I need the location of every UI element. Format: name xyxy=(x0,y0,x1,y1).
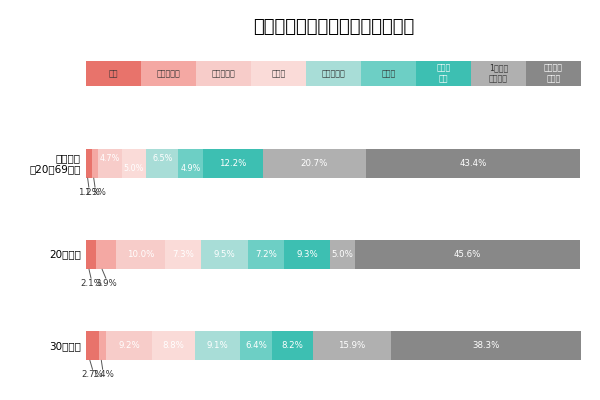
Text: したこと
はない: したこと はない xyxy=(544,64,563,83)
Text: 週１日: 週１日 xyxy=(271,69,286,78)
Text: 12.2%: 12.2% xyxy=(219,159,247,168)
Text: 8.8%: 8.8% xyxy=(163,341,184,350)
Text: 45.6%: 45.6% xyxy=(454,250,481,259)
Text: 5.0%: 5.0% xyxy=(124,164,144,173)
Text: 15.9%: 15.9% xyxy=(338,341,365,350)
Text: 30代女性: 30代女性 xyxy=(49,341,81,351)
Bar xyxy=(152,331,195,360)
Text: 1.4%: 1.4% xyxy=(92,370,113,379)
Text: 43.4%: 43.4% xyxy=(460,159,487,168)
Text: 1.3%: 1.3% xyxy=(84,188,106,197)
Text: 6.4%: 6.4% xyxy=(245,341,267,350)
Text: 7.2%: 7.2% xyxy=(255,250,277,259)
Text: 2.7%: 2.7% xyxy=(82,370,103,379)
Bar xyxy=(263,149,365,178)
Bar xyxy=(201,240,248,269)
Text: 年数回
程度: 年数回 程度 xyxy=(436,64,451,83)
Bar xyxy=(313,331,391,360)
Bar xyxy=(178,149,203,178)
Bar xyxy=(141,61,196,86)
Bar xyxy=(116,240,165,269)
Text: 月１日: 月１日 xyxy=(382,69,395,78)
Bar xyxy=(195,331,241,360)
Text: 5.0%: 5.0% xyxy=(331,250,353,259)
Text: 週２～３日: 週２～３日 xyxy=(212,69,235,78)
Bar xyxy=(248,240,284,269)
Text: 9.3%: 9.3% xyxy=(296,250,318,259)
Text: 週４～６日: 週４～６日 xyxy=(157,69,180,78)
Bar xyxy=(196,61,251,86)
Text: 4.7%: 4.7% xyxy=(100,154,120,163)
Text: 10.0%: 10.0% xyxy=(127,250,154,259)
Bar xyxy=(361,61,416,86)
Bar xyxy=(272,331,313,360)
Bar xyxy=(391,331,581,360)
Text: 3.9%: 3.9% xyxy=(95,279,117,288)
Bar xyxy=(306,61,361,86)
Bar xyxy=(122,149,146,178)
Text: 2.1%: 2.1% xyxy=(80,279,102,288)
Text: 20.7%: 20.7% xyxy=(301,159,328,168)
Bar xyxy=(330,240,355,269)
Bar xyxy=(471,61,526,86)
Bar xyxy=(526,61,581,86)
Bar xyxy=(284,240,330,269)
Bar xyxy=(99,331,106,360)
Bar xyxy=(146,149,178,178)
Bar xyxy=(241,331,272,360)
Text: 7.3%: 7.3% xyxy=(172,250,194,259)
Bar xyxy=(365,149,580,178)
Text: 4.9%: 4.9% xyxy=(181,164,201,173)
Bar xyxy=(86,61,141,86)
Text: 毎日: 毎日 xyxy=(109,69,118,78)
Bar xyxy=(416,61,471,86)
Bar xyxy=(86,149,92,178)
Bar xyxy=(98,149,122,178)
Bar xyxy=(106,331,152,360)
Text: 20代女性: 20代女性 xyxy=(49,250,81,260)
Text: 女性のマスターベーションの頻度: 女性のマスターベーションの頻度 xyxy=(253,18,414,36)
Bar xyxy=(86,331,99,360)
Text: 1.2%: 1.2% xyxy=(78,188,100,197)
Text: 9.1%: 9.1% xyxy=(207,341,229,350)
Text: 9.5%: 9.5% xyxy=(214,250,236,259)
Bar xyxy=(251,61,306,86)
Bar xyxy=(203,149,263,178)
Bar xyxy=(86,240,96,269)
Text: 月２～３日: 月２～３日 xyxy=(322,69,345,78)
Text: 1年以上
してない: 1年以上 してない xyxy=(489,64,508,83)
Bar xyxy=(92,149,98,178)
Bar xyxy=(96,240,116,269)
Bar xyxy=(355,240,580,269)
Text: 9.2%: 9.2% xyxy=(118,341,140,350)
Text: 8.2%: 8.2% xyxy=(281,341,303,350)
Text: 6.5%: 6.5% xyxy=(152,154,173,163)
Text: 女性全体
（20～69歳）: 女性全体 （20～69歳） xyxy=(29,153,81,174)
Text: 38.3%: 38.3% xyxy=(472,341,500,350)
Bar xyxy=(165,240,201,269)
